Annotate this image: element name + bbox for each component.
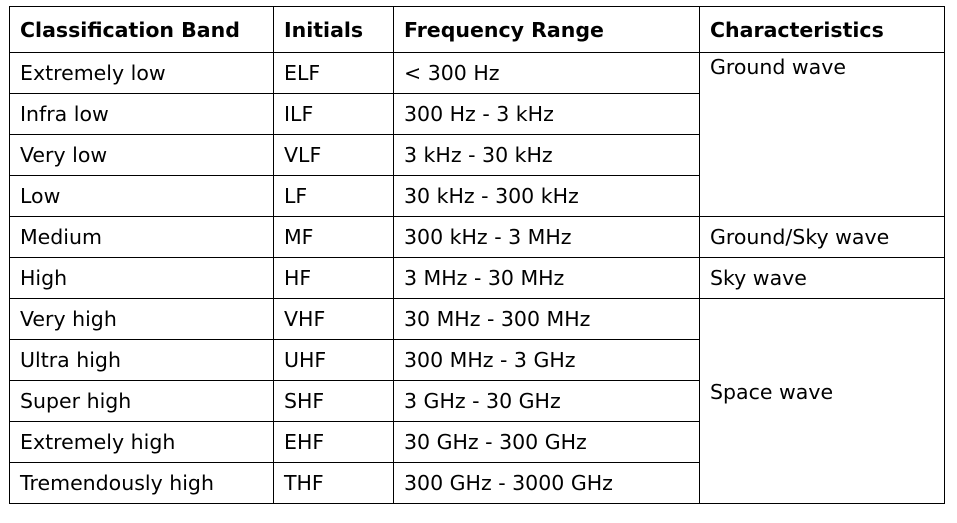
table-body: Extremely low ELF < 300 Hz Ground wave I… [9, 52, 945, 504]
initials-cell: VLF [273, 134, 394, 176]
table-row: Very high VHF 30 MHz - 300 MHz Space wav… [9, 298, 945, 504]
characteristics-cell-ground-sky-wave: Ground/Sky wave [699, 216, 945, 258]
band-cell: Very low [9, 134, 274, 176]
table-row: Extremely high EHF 30 GHz - 300 GHz [9, 421, 945, 463]
header-frequency-range: Frequency Range [393, 6, 700, 53]
band-cell: Medium [9, 216, 274, 258]
range-cell: 300 Hz - 3 kHz [393, 93, 700, 135]
header-classification-band: Classification Band [9, 6, 274, 53]
characteristics-label: Ground wave [710, 55, 846, 79]
band-cell: Tremendously high [9, 462, 274, 504]
initials-cell: LF [273, 175, 394, 217]
band-cell: High [9, 257, 274, 299]
table-row: Medium MF 300 kHz - 3 MHz Ground/Sky wav… [9, 216, 945, 258]
header-characteristics: Characteristics [699, 6, 945, 53]
initials-cell: ILF [273, 93, 394, 135]
table-row: Extremely low ELF < 300 Hz Ground wave [9, 52, 945, 217]
range-cell: 30 MHz - 300 MHz [393, 298, 700, 340]
header-row: Classification Band Initials Frequency R… [9, 6, 945, 53]
characteristics-cell-ground-wave: Ground wave [699, 52, 945, 217]
band-cell: Super high [9, 380, 274, 422]
characteristics-cell-space-wave: Space wave [699, 298, 945, 504]
band-cell: Low [9, 175, 274, 217]
initials-cell: MF [273, 216, 394, 258]
initials-cell: VHF [273, 298, 394, 340]
initials-cell: UHF [273, 339, 394, 381]
initials-cell: THF [273, 462, 394, 504]
characteristics-label: Space wave [710, 380, 834, 404]
table-row: High HF 3 MHz - 30 MHz Sky wave [9, 257, 945, 299]
initials-cell: HF [273, 257, 394, 299]
table-row: Ultra high UHF 300 MHz - 3 GHz [9, 339, 945, 381]
table-row: Tremendously high THF 300 GHz - 3000 GHz [9, 462, 945, 504]
range-cell: 300 MHz - 3 GHz [393, 339, 700, 381]
characteristics-cell-sky-wave: Sky wave [699, 257, 945, 299]
range-cell: 300 kHz - 3 MHz [393, 216, 700, 258]
initials-cell: ELF [273, 52, 394, 94]
range-cell: 3 MHz - 30 MHz [393, 257, 700, 299]
table-header: Classification Band Initials Frequency R… [9, 6, 945, 53]
range-cell: < 300 Hz [393, 52, 700, 94]
band-cell: Extremely low [9, 52, 274, 94]
initials-cell: EHF [273, 421, 394, 463]
frequency-bands-table: Classification Band Initials Frequency R… [9, 6, 945, 504]
band-cell: Extremely high [9, 421, 274, 463]
range-cell: 3 kHz - 30 kHz [393, 134, 700, 176]
header-initials: Initials [273, 6, 394, 53]
range-cell: 300 GHz - 3000 GHz [393, 462, 700, 504]
range-cell: 3 GHz - 30 GHz [393, 380, 700, 422]
range-cell: 30 kHz - 300 kHz [393, 175, 700, 217]
band-cell: Very high [9, 298, 274, 340]
table-row: Infra low ILF 300 Hz - 3 kHz [9, 93, 945, 135]
initials-cell: SHF [273, 380, 394, 422]
band-cell: Infra low [9, 93, 274, 135]
band-cell: Ultra high [9, 339, 274, 381]
range-cell: 30 GHz - 300 GHz [393, 421, 700, 463]
